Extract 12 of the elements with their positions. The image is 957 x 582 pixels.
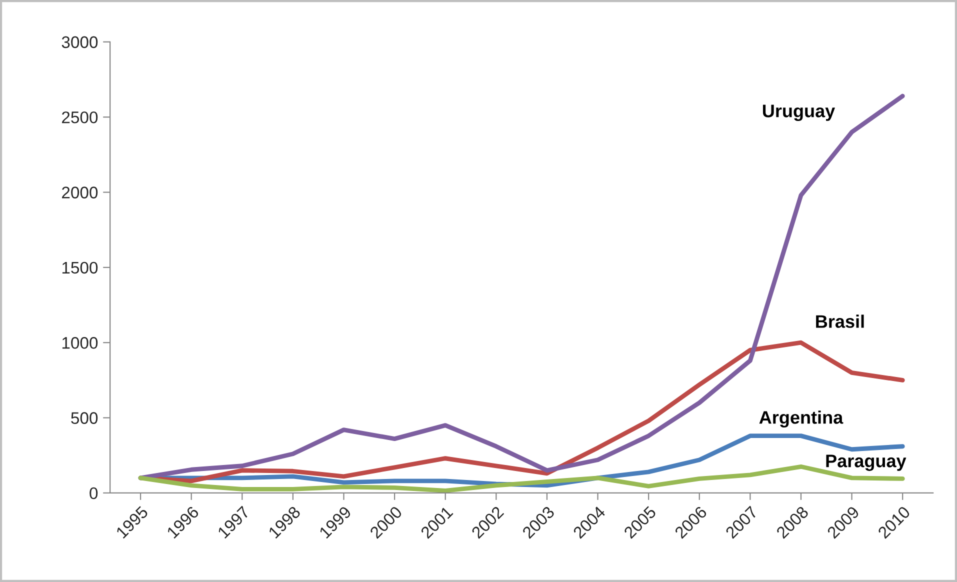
y-tick-label: 2500 — [62, 111, 98, 124]
y-tick-label: 1000 — [62, 337, 98, 349]
line-series — [138, 94, 905, 480]
y-tick-label: 3000 — [62, 36, 98, 48]
y-tick-label: 2000 — [62, 186, 98, 198]
series-label: Argentina — [759, 410, 844, 428]
series-label: Brasil — [816, 314, 864, 328]
y-tick-label: 1500 — [62, 262, 98, 274]
series-label: Uruguay — [762, 104, 836, 122]
y-tick-label: 0 — [90, 487, 98, 500]
y-tick-label: 500 — [71, 412, 98, 424]
series-label: Paraguay — [826, 454, 906, 471]
